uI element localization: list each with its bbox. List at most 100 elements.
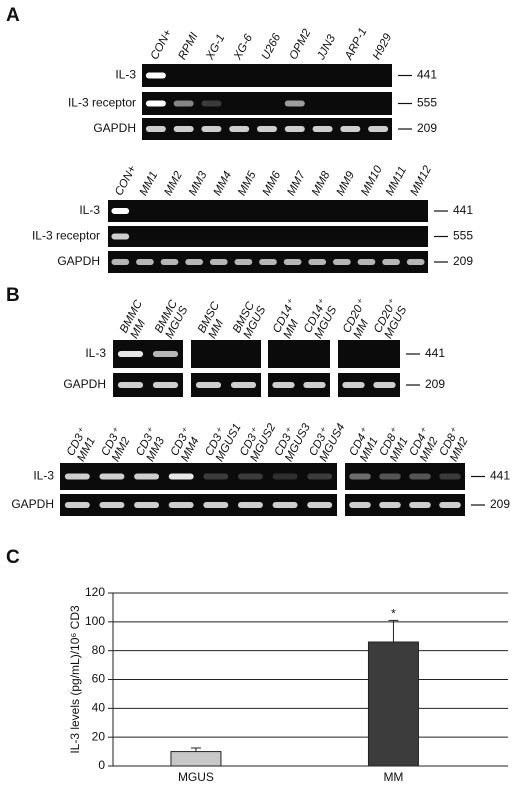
band bbox=[117, 382, 144, 388]
lane-label-line: U266 bbox=[260, 31, 284, 61]
band bbox=[283, 259, 302, 265]
band bbox=[257, 126, 277, 132]
lane-label: MM3 bbox=[187, 169, 210, 198]
row-label: IL-3 bbox=[33, 469, 54, 483]
band bbox=[357, 259, 376, 265]
lane-label: OPM2 bbox=[288, 27, 314, 62]
lane-label: CD4⁺MM1 bbox=[347, 426, 380, 464]
gel bbox=[60, 494, 337, 516]
lane-label: MM1 bbox=[138, 170, 161, 198]
lane-label: CD3⁺MGUS1 bbox=[203, 422, 243, 464]
row-label: GAPDH bbox=[63, 377, 106, 391]
lane-label-line: JJN3 bbox=[315, 33, 339, 63]
y-tick-label: 100 bbox=[85, 614, 105, 628]
band bbox=[136, 259, 154, 265]
band bbox=[368, 126, 389, 132]
lane-label: U266 bbox=[260, 31, 284, 61]
lane-label-line: XG-6 bbox=[231, 32, 255, 63]
row-label: IL-3 bbox=[85, 346, 106, 360]
lane-label: CD3⁺MGUS3 bbox=[272, 421, 313, 463]
band bbox=[99, 502, 125, 508]
lane-label-line: MM11 bbox=[384, 165, 409, 198]
band bbox=[99, 473, 125, 480]
lane-label: CD3⁺MGUS2 bbox=[238, 421, 279, 463]
gel bbox=[142, 64, 392, 87]
lane-label-line: MM6 bbox=[261, 169, 284, 198]
band bbox=[111, 233, 130, 240]
lane-label: MM7 bbox=[285, 169, 308, 198]
gel bbox=[142, 92, 392, 115]
size-label: 209 bbox=[490, 497, 510, 511]
band bbox=[439, 473, 461, 480]
lane-label: MM2 bbox=[162, 169, 185, 198]
size-label: 555 bbox=[453, 229, 473, 243]
lane-label: CD14⁺MM bbox=[271, 297, 301, 340]
lane-label-line: XG-1 bbox=[204, 32, 228, 62]
y-tick-label: 60 bbox=[92, 672, 106, 686]
lane-label: CD14⁺MGUS bbox=[302, 297, 340, 340]
band bbox=[379, 473, 401, 480]
bar bbox=[367, 641, 419, 767]
row-label: IL-3 bbox=[115, 68, 136, 82]
band bbox=[439, 502, 461, 508]
band bbox=[134, 502, 160, 508]
lane-label: CD20⁺MGUS bbox=[372, 297, 410, 340]
lane-label: MM12 bbox=[408, 163, 434, 197]
lane-label-line: H929 bbox=[371, 31, 395, 61]
band bbox=[237, 502, 263, 508]
band bbox=[272, 382, 295, 388]
lane-label: CD3⁺MM3 bbox=[134, 426, 167, 464]
lane-label: CON+ bbox=[149, 27, 175, 61]
lane-label: CD3⁺MM4 bbox=[169, 426, 202, 464]
lane-label: CON+ bbox=[113, 163, 139, 197]
band bbox=[349, 502, 371, 508]
band bbox=[332, 259, 351, 265]
lane-label: RPMI bbox=[176, 30, 200, 62]
band bbox=[152, 382, 179, 388]
band bbox=[406, 259, 425, 265]
lane-label: CD3⁺MGUS4 bbox=[307, 422, 347, 464]
size-label: 441 bbox=[453, 203, 473, 217]
band bbox=[229, 126, 250, 132]
lane-label-line: MM7 bbox=[285, 169, 308, 198]
size-label: 209 bbox=[417, 121, 437, 135]
band bbox=[203, 502, 229, 508]
band bbox=[379, 502, 401, 508]
x-tick-label: MM bbox=[383, 770, 403, 784]
row-label: GAPDH bbox=[11, 497, 54, 511]
band bbox=[168, 473, 194, 480]
lane-label: H929 bbox=[371, 31, 395, 61]
lane-label: CD8⁺MM2 bbox=[437, 426, 470, 464]
band bbox=[111, 208, 130, 214]
error-bar bbox=[190, 747, 201, 752]
band bbox=[145, 126, 166, 132]
band bbox=[209, 259, 228, 265]
band bbox=[382, 259, 400, 265]
band bbox=[134, 473, 160, 480]
band bbox=[272, 502, 298, 508]
band bbox=[111, 259, 130, 265]
size-label: 441 bbox=[490, 469, 510, 483]
size-label: 441 bbox=[417, 68, 437, 82]
size-label: 555 bbox=[417, 96, 437, 110]
band bbox=[195, 382, 222, 388]
band bbox=[185, 259, 204, 265]
lane-label: MM9 bbox=[335, 169, 358, 198]
lane-label-line: MM8 bbox=[310, 169, 333, 198]
lane-label-line: MM9 bbox=[335, 169, 358, 198]
band bbox=[201, 100, 222, 107]
lane-label: CD3⁺MM2 bbox=[99, 426, 132, 464]
band bbox=[259, 259, 277, 265]
gel bbox=[338, 340, 400, 368]
band bbox=[409, 502, 431, 508]
y-axis-label: IL-3 levels (pg/mL)/10⁶ CD3 bbox=[68, 605, 82, 754]
bar bbox=[170, 751, 222, 767]
band bbox=[307, 502, 333, 508]
annotation: * bbox=[391, 607, 396, 621]
lane-label: MM8 bbox=[310, 169, 333, 198]
band bbox=[409, 473, 431, 480]
